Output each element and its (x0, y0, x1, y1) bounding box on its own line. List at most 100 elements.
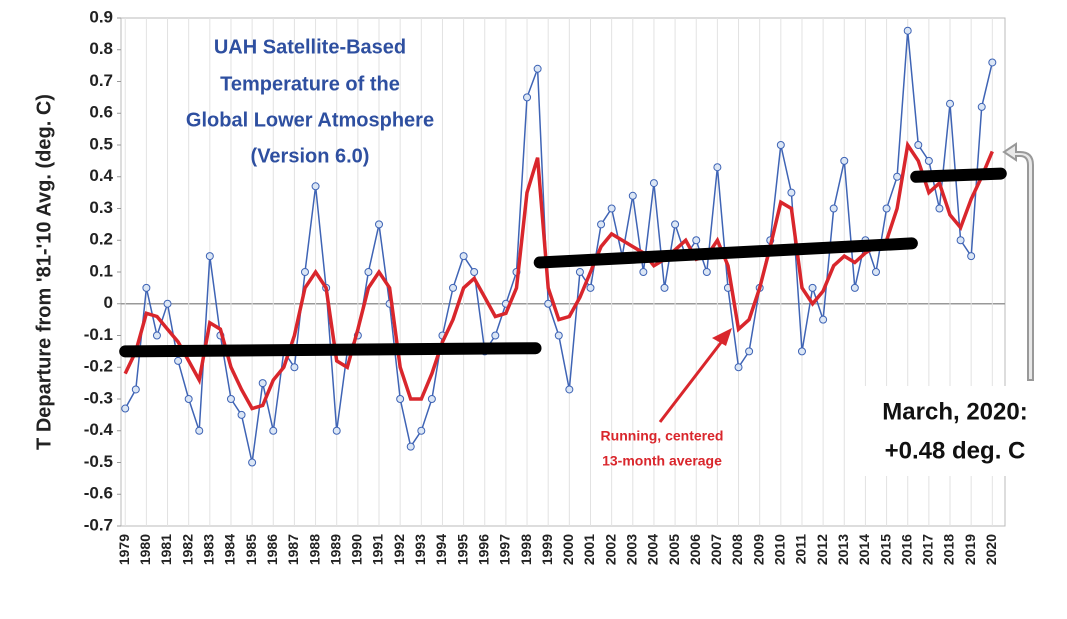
y-tick-label: 0.7 (89, 71, 113, 90)
data-point (364, 268, 373, 276)
x-tick-label: 1999 (539, 534, 555, 565)
x-tick-label: 1990 (349, 534, 365, 565)
data-point (258, 379, 267, 388)
x-tick-label: 2016 (898, 534, 914, 565)
y-tick-label: 0.1 (89, 261, 113, 280)
y-tick-label: 0.4 (89, 166, 113, 185)
data-point (893, 172, 902, 181)
y-tick-label: -0.1 (84, 325, 113, 344)
y-tick-label: 0.5 (89, 134, 113, 153)
data-point (269, 426, 278, 435)
x-tick-label: 1979 (116, 534, 132, 565)
data-point (988, 58, 997, 67)
data-point (692, 236, 701, 245)
y-tick-label: 0.8 (89, 39, 113, 58)
data-point (449, 283, 458, 292)
data-point (290, 363, 299, 372)
data-point (607, 204, 616, 213)
x-tick-label: 2017 (920, 534, 936, 565)
y-tick-label: 0 (104, 293, 113, 312)
data-point (639, 268, 648, 276)
data-point (142, 283, 151, 292)
data-point (850, 283, 859, 292)
x-tick-label: 2012 (814, 534, 830, 565)
data-point (797, 347, 806, 356)
x-tick-label: 1981 (158, 534, 174, 565)
data-point (121, 404, 130, 413)
data-point (163, 299, 172, 308)
callout-text: +0.48 deg. C (885, 437, 1026, 464)
data-point (226, 395, 235, 403)
x-tick-label: 2007 (708, 534, 724, 565)
x-tick-label: 2001 (581, 534, 597, 565)
callout-arrow (1002, 142, 1034, 381)
x-tick-label: 1980 (137, 534, 153, 565)
x-tick-label: 2020 (983, 534, 999, 565)
title-line: UAH Satellite-Based (214, 36, 406, 58)
data-point (311, 182, 320, 191)
data-point (597, 220, 606, 229)
x-tick-label: 2006 (687, 534, 703, 565)
series-line (123, 140, 994, 411)
data-point (586, 283, 595, 292)
y-tick-label: 0.3 (89, 198, 113, 217)
y-tick-label: -0.2 (84, 357, 113, 376)
data-point (459, 252, 468, 261)
data-point (956, 236, 965, 245)
data-point (406, 442, 415, 451)
x-tick-label: 1993 (412, 534, 428, 565)
x-tick-label: 2014 (856, 534, 872, 565)
data-point (734, 363, 743, 372)
title-line: Temperature of the (220, 73, 400, 95)
data-point (184, 395, 193, 403)
data-point (671, 220, 680, 229)
data-point (565, 385, 574, 394)
data-point (977, 102, 986, 111)
x-tick-label: 2008 (729, 534, 745, 565)
data-point (237, 410, 246, 419)
x-tick-label: 1985 (243, 534, 259, 565)
x-tick-label: 1992 (391, 534, 407, 565)
x-tick-label: 1991 (370, 534, 386, 565)
data-point (702, 268, 711, 276)
data-point (924, 156, 933, 165)
y-tick-label: -0.7 (84, 515, 113, 534)
data-point (396, 395, 405, 403)
x-tick-label: 2004 (645, 534, 661, 565)
title-line: Global Lower Atmosphere (186, 109, 434, 131)
x-tick-label: 1989 (327, 534, 343, 565)
data-point (152, 331, 161, 340)
x-tick-label: 1997 (497, 534, 513, 565)
data-point (523, 93, 532, 102)
data-point (745, 347, 754, 356)
data-point (829, 204, 838, 213)
x-tick-label: 2009 (750, 534, 766, 565)
data-point (819, 315, 828, 324)
data-point (300, 268, 309, 276)
x-tick-label: 2015 (877, 534, 893, 565)
data-point (248, 458, 257, 467)
annotation-arrow (658, 335, 728, 423)
data-point (914, 141, 923, 149)
x-tick-label: 2003 (623, 534, 639, 565)
x-tick-label: 2000 (560, 534, 576, 565)
y-tick-label: 0.6 (89, 103, 113, 122)
x-tick-label: 1995 (454, 534, 470, 565)
data-point (967, 252, 976, 261)
y-tick-label: 0.2 (89, 230, 113, 249)
y-tick-label: -0.5 (84, 452, 113, 471)
data-point (332, 426, 341, 435)
data-point (131, 385, 140, 394)
data-point (174, 356, 183, 365)
x-tick-label: 2002 (602, 534, 618, 565)
y-tick-label: -0.4 (84, 420, 114, 439)
data-point (417, 426, 426, 435)
x-tick-label: 1986 (264, 534, 280, 565)
data-point (660, 283, 669, 292)
step-line (119, 167, 1007, 358)
x-tick-label: 2011 (793, 534, 809, 565)
callout-text: March, 2020: (882, 398, 1027, 425)
y-tick-label: -0.6 (84, 484, 113, 503)
data-point (840, 156, 849, 165)
